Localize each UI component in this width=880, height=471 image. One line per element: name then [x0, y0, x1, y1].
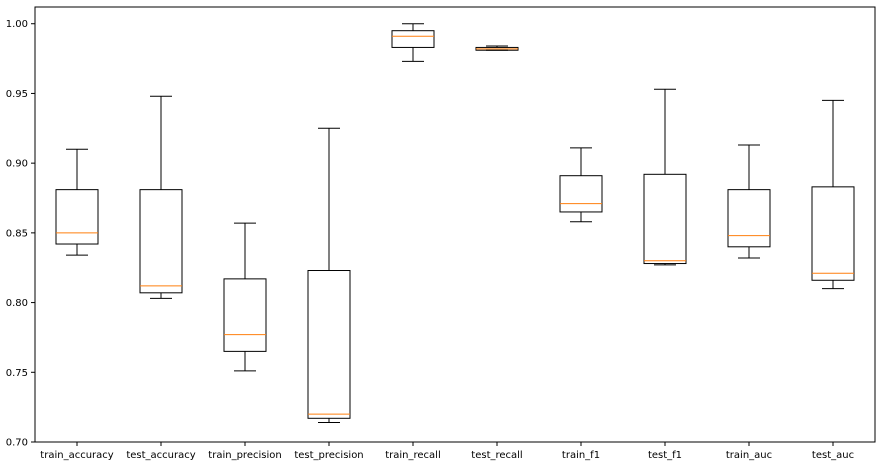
y-tick-label: 0.95	[6, 89, 28, 100]
box-test_recall	[475, 45, 519, 51]
x-tick-label: train_precision	[208, 450, 281, 461]
y-tick-label: 0.70	[6, 438, 28, 449]
x-tick-label: train_recall	[385, 450, 441, 461]
x-axis: train_accuracy test_accuracy train_precisi…	[40, 442, 854, 461]
y-tick-label: 0.90	[6, 159, 28, 170]
x-tick-label: test_accuracy	[126, 450, 195, 461]
y-tick-label: 1.00	[6, 19, 28, 30]
box-train_recall	[391, 23, 435, 62]
box-test_accuracy	[139, 95, 183, 299]
y-tick-label: 0.75	[6, 368, 28, 379]
iqr-box	[223, 278, 267, 352]
box-test_f1	[643, 88, 687, 266]
x-tick-label: test_auc	[812, 450, 854, 461]
iqr-box	[559, 175, 603, 213]
y-axis: 0.70 0.75 0.80 0.85 0.90 0.95 1.00	[6, 19, 35, 449]
iqr-box	[727, 189, 771, 248]
x-tick-label: test_recall	[471, 450, 522, 461]
x-tick-label: train_auc	[726, 450, 772, 461]
boxes-group	[55, 23, 855, 423]
iqr-box	[55, 189, 99, 245]
box-train_precision	[223, 222, 267, 372]
x-tick-label: test_f1	[648, 450, 682, 461]
iqr-box	[811, 186, 855, 281]
iqr-box	[307, 270, 351, 419]
box-test_precision	[307, 127, 351, 423]
iqr-box	[391, 30, 435, 48]
box-train_accuracy	[55, 148, 99, 256]
box-train_f1	[559, 147, 603, 223]
y-tick-label: 0.85	[6, 228, 28, 239]
box-test_auc	[811, 99, 855, 290]
x-tick-label: train_accuracy	[40, 450, 113, 461]
y-tick-label: 0.80	[6, 298, 28, 309]
iqr-box	[139, 189, 183, 294]
plot-area	[34, 6, 876, 443]
box-train_auc	[727, 144, 771, 259]
x-tick-label: test_precision	[294, 450, 363, 461]
x-tick-label: train_f1	[562, 450, 600, 461]
iqr-box	[643, 173, 687, 265]
